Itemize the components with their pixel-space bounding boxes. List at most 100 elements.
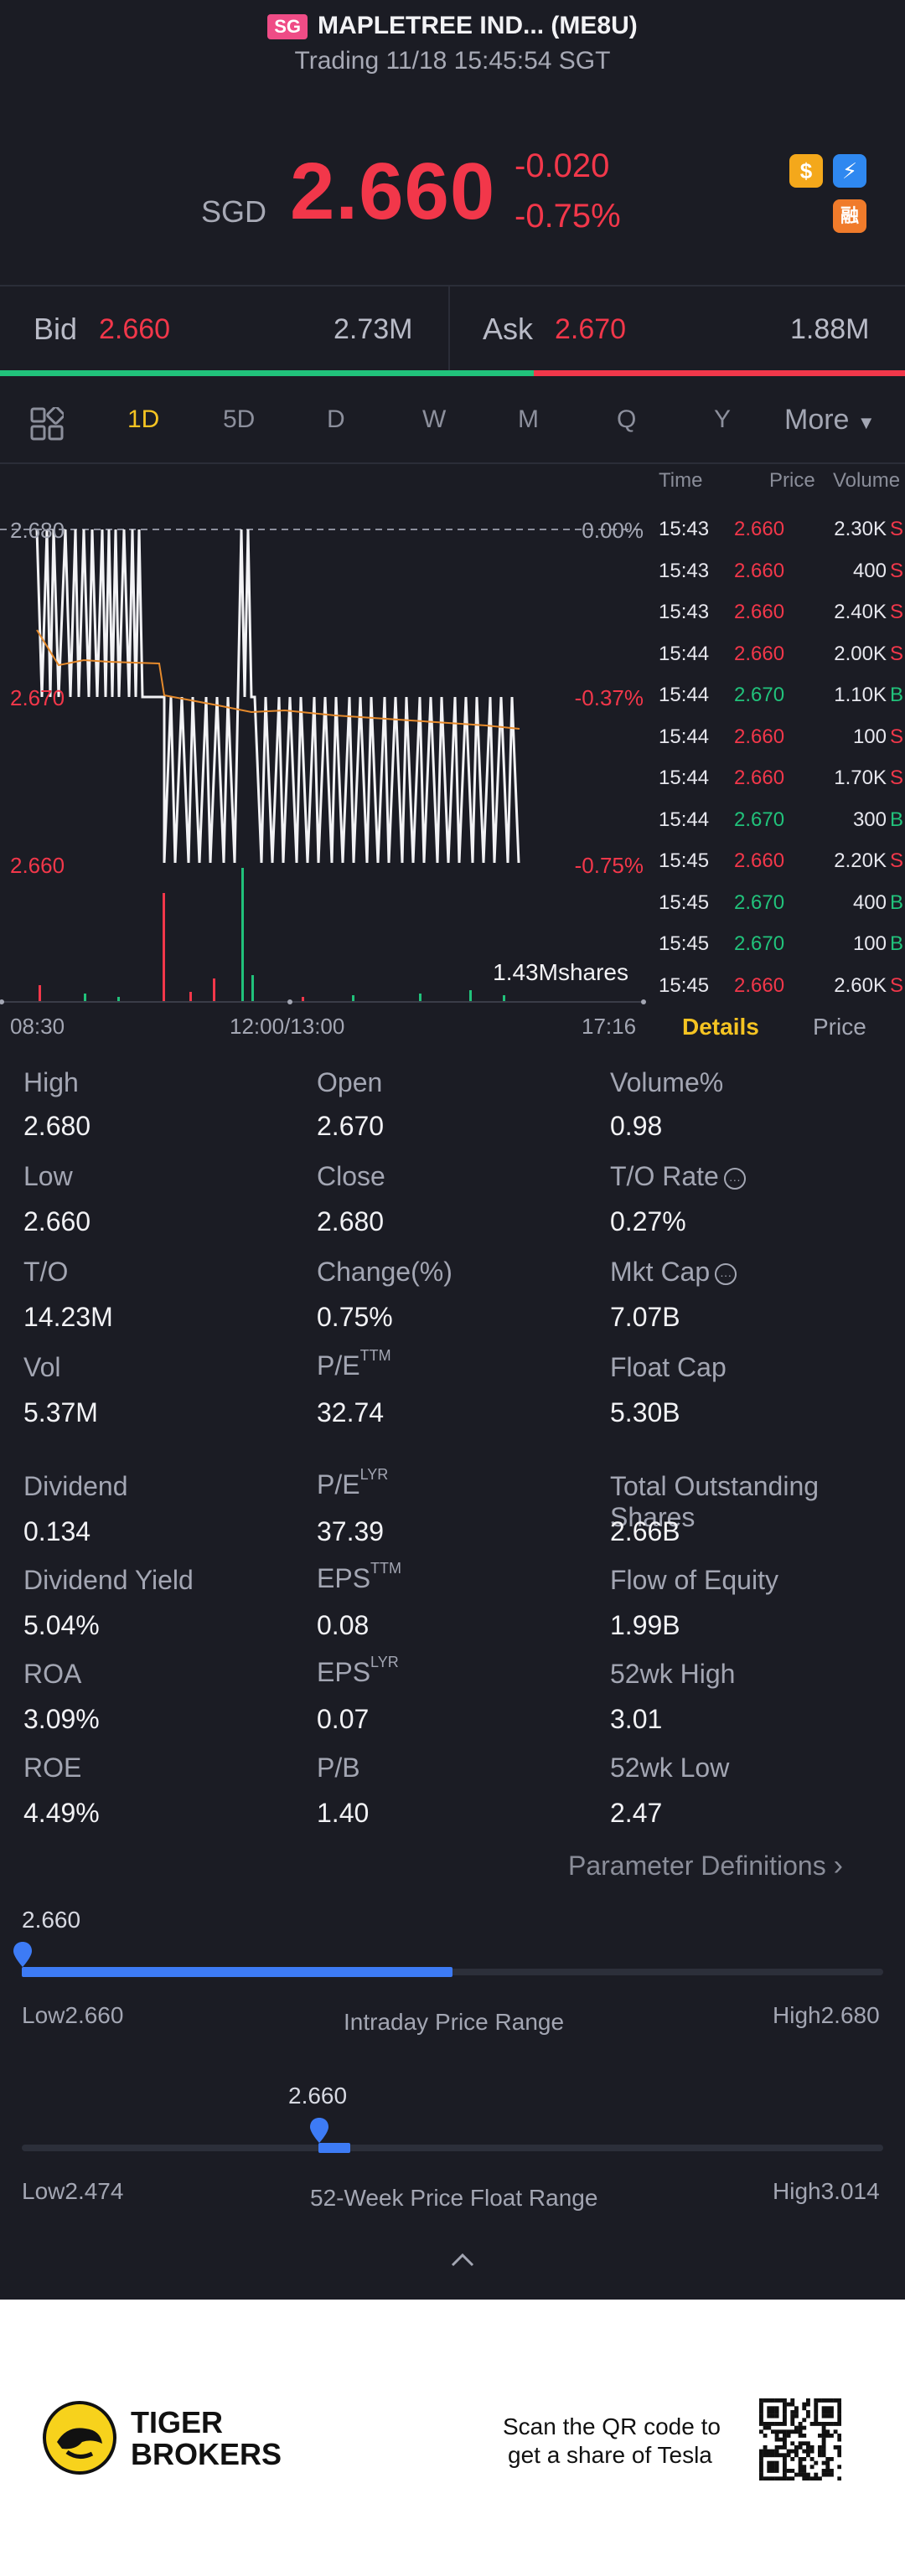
grid-icon[interactable] (30, 407, 64, 441)
parameter-definitions-link[interactable]: Parameter Definitions › (568, 1850, 843, 1882)
intraday-fill (22, 1967, 452, 1977)
parameter-definitions-label: Parameter Definitions (568, 1851, 826, 1881)
margin-icon[interactable]: 融 (833, 199, 866, 233)
info-icon[interactable]: ··· (723, 1167, 746, 1190)
volume-bar (39, 985, 41, 1002)
tick-side: S (889, 559, 903, 582)
stat-torate[interactable]: T/O Rate ··· (610, 1161, 746, 1192)
lightning-icon[interactable]: ⚡ (833, 154, 866, 188)
stat-epslyr: 0.07 (317, 1704, 370, 1734)
bid-size: 2.73M (334, 313, 413, 345)
caret-down-icon: ▼ (856, 412, 876, 433)
stock-name: MAPLETREE IND... (ME8U) (318, 12, 638, 39)
tab-q[interactable]: Q (617, 405, 637, 433)
volume-bar (419, 994, 421, 1002)
x-label-end: 17:16 (582, 1014, 637, 1039)
stat-wklow-label: 52wk Low (610, 1753, 730, 1783)
stat-dividend: 0.134 (23, 1516, 91, 1546)
bid-price: 2.660 (99, 313, 171, 345)
tab-m[interactable]: M (518, 405, 539, 433)
ticks-header-volume: Volume (833, 469, 901, 492)
volume-bars (39, 868, 505, 1002)
tick-time: 15:44 (659, 808, 710, 831)
ask-size: 1.88M (790, 313, 870, 345)
intraday-chart[interactable]: 2.680 2.670 2.660 0.00% -0.37% -0.75% 1.… (0, 462, 654, 1007)
stat-torate-label: T/O Rate (610, 1161, 719, 1191)
bid-label: Bid (34, 312, 78, 346)
tab-more[interactable]: More ▼ (784, 404, 876, 436)
tick-time: 15:44 (659, 725, 710, 748)
stat-torate-value: 0.27% (610, 1206, 686, 1236)
epslyr-text: EPS (317, 1657, 371, 1687)
dollar-icon[interactable]: $ (789, 154, 823, 188)
ask-ratio-bar (534, 370, 905, 376)
tab-details[interactable]: Details (682, 1014, 759, 1040)
tick-side: S (889, 601, 903, 623)
stat-changepct: 0.75% (317, 1302, 393, 1332)
divider (448, 287, 450, 374)
stat-wkhigh-label: 52wk High (610, 1659, 736, 1689)
x-label-mid: 12:00/13:00 (230, 1014, 345, 1039)
tick-price: 2.660 (734, 559, 785, 582)
tick-time: 15:45 (659, 891, 710, 914)
stat-mktcap-value: 7.07B (610, 1302, 680, 1332)
week52-title: 52-Week Price Float Range (310, 2185, 598, 2211)
tick-volume: 2.40K (834, 601, 887, 623)
tick-row: 15:43 2.660 2.30K S (654, 518, 905, 559)
tick-price: 2.660 (734, 849, 785, 872)
y-label-low: 2.660 (10, 853, 65, 878)
footer-banner: TIGER BROKERS Scan the QR code to get a … (0, 2300, 905, 2576)
stat-pb-label: P/B (317, 1753, 360, 1783)
intraday-title: Intraday Price Range (344, 2009, 565, 2035)
stat-vol-label: Vol (23, 1352, 61, 1382)
tick-volume: 1.70K (834, 767, 887, 789)
stat-mktcap-label: Mkt Cap (610, 1257, 711, 1287)
tick-row: 15:44 2.660 2.00K S (654, 643, 905, 684)
chevron-up-icon[interactable] (449, 2252, 476, 2269)
info-icon[interactable]: ··· (715, 1262, 737, 1285)
ask-label: Ask (483, 312, 534, 346)
tick-volume: 2.60K (834, 973, 887, 997)
tab-5d[interactable]: 5D (223, 405, 256, 433)
tick-row: 15:45 2.660 2.60K S (654, 974, 905, 1015)
axis-dot (287, 999, 292, 1004)
stat-low-label: Low (23, 1161, 73, 1191)
stat-pe: 32.74 (317, 1397, 385, 1427)
brand-line1: TIGER (131, 2405, 224, 2439)
tab-w[interactable]: W (422, 405, 447, 433)
volume-bar (251, 975, 254, 1002)
eps-sup: TTM (370, 1560, 402, 1577)
average-line (36, 629, 520, 730)
stat-pelyr-label: P/ELYR (317, 1466, 388, 1500)
stat-eps-label: EPSTTM (317, 1560, 402, 1594)
tab-1d[interactable]: 1D (127, 405, 160, 433)
tab-d[interactable]: D (327, 405, 345, 433)
volume-bar (189, 992, 192, 1002)
stock-title[interactable]: SG MAPLETREE IND... (ME8U) (0, 12, 905, 40)
tick-side: S (889, 725, 903, 748)
tick-side: B (889, 891, 903, 914)
volume-bar (163, 893, 165, 1002)
tick-row: 15:43 2.660 2.40K S (654, 601, 905, 642)
price-change-percent: -0.75% (515, 198, 621, 235)
stat-roa-label: ROA (23, 1659, 82, 1689)
tick-price: 2.660 (734, 518, 785, 540)
tick-row: 15:45 2.670 400 B (654, 891, 905, 932)
intraday-track (22, 1969, 883, 1975)
stat-wklow: 2.47 (610, 1798, 663, 1828)
trading-status: Trading 11/18 15:45:54 SGT (294, 47, 611, 75)
week52-track (22, 2145, 883, 2151)
tick-time: 15:43 (659, 518, 710, 540)
tick-side: S (889, 642, 903, 665)
tab-price[interactable]: Price (813, 1014, 866, 1040)
stat-mktcap[interactable]: Mkt Cap ··· (610, 1257, 737, 1288)
week52-fill (318, 2143, 350, 2153)
last-price: 2.660 (290, 147, 496, 236)
tick-volume: 100 (852, 932, 887, 955)
qr-code-icon[interactable] (759, 2398, 841, 2480)
price-polyline (35, 529, 520, 864)
tick-volume: 2.00K (834, 642, 887, 665)
tick-time: 15:43 (659, 601, 710, 623)
period-tabs: 1D 5D D W M Q Y More ▼ (0, 385, 905, 464)
tab-y[interactable]: Y (714, 405, 732, 433)
